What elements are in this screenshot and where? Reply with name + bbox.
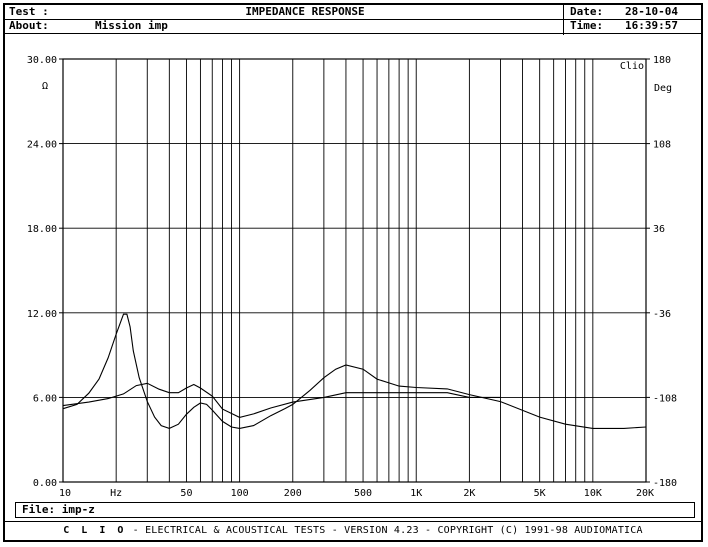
- x-tick-label: 10: [59, 488, 71, 499]
- time-label: Time:: [570, 19, 604, 32]
- clio-window: Test : IMPEDANCE RESPONSE Date: 28-10-04…: [3, 3, 703, 542]
- plot-border: [62, 58, 647, 483]
- about-label: About:: [9, 19, 49, 32]
- x-tick-label: 20K: [636, 488, 654, 499]
- y2-tick-label: 36: [653, 224, 665, 235]
- y-axis-label: Ω: [42, 81, 48, 92]
- clio-tag: Clio: [620, 61, 644, 72]
- file-box: File: imp-z: [15, 502, 695, 518]
- about-value: Mission imp: [95, 19, 168, 32]
- footer-text: - ELECTRICAL & ACOUSTICAL TESTS - VERSIO…: [132, 525, 643, 536]
- x-tick-label: 1K: [410, 488, 422, 499]
- header-row-1: Test : IMPEDANCE RESPONSE Date: 28-10-04: [5, 5, 701, 20]
- x-axis-label: Hz: [110, 488, 122, 499]
- y-tick-label: 0.00: [33, 478, 57, 489]
- test-label: Test :: [9, 5, 49, 18]
- x-tick-label: 5K: [534, 488, 546, 499]
- y2-tick-label: -180: [653, 478, 677, 489]
- file-label: File:: [22, 503, 56, 516]
- time-value: 16:39:57: [625, 19, 678, 32]
- file-name: imp-z: [61, 503, 95, 516]
- impedance-series: [62, 313, 647, 429]
- y-tick-label: 12.00: [27, 309, 57, 320]
- brand-name: C L I O: [63, 525, 127, 536]
- x-tick-label: 2K: [463, 488, 475, 499]
- x-tick-label: 100: [231, 488, 249, 499]
- y2-axis-label: Deg: [654, 83, 672, 94]
- x-tick-label: 10K: [584, 488, 602, 499]
- y2-tick-label: 180: [653, 55, 671, 66]
- phase-series: [62, 382, 501, 418]
- x-tick-label: 500: [354, 488, 372, 499]
- page-title: IMPEDANCE RESPONSE: [245, 5, 365, 18]
- header-row-2: About: Mission imp Time: 16:39:57: [5, 19, 701, 34]
- status-bar: C L I O - ELECTRICAL & ACOUSTICAL TESTS …: [5, 521, 701, 540]
- x-tick-label: 200: [284, 488, 302, 499]
- date-value: 28-10-04: [625, 5, 678, 18]
- y2-tick-label: -36: [653, 309, 671, 320]
- y-tick-label: 24.00: [27, 140, 57, 151]
- y-tick-label: 18.00: [27, 224, 57, 235]
- impedance-chart: 0.00 6.00 12.00 18.00 24.00 30.00 -180 -108 -36 3…: [27, 55, 677, 499]
- y-tick-label: 30.00: [27, 55, 57, 66]
- header-divider: [563, 5, 564, 35]
- y2-tick-label: -108: [653, 393, 677, 404]
- x-tick-label: 50: [180, 488, 192, 499]
- y-tick-label: 6.00: [33, 393, 57, 404]
- y2-tick-label: 108: [653, 140, 671, 151]
- date-label: Date:: [570, 5, 604, 18]
